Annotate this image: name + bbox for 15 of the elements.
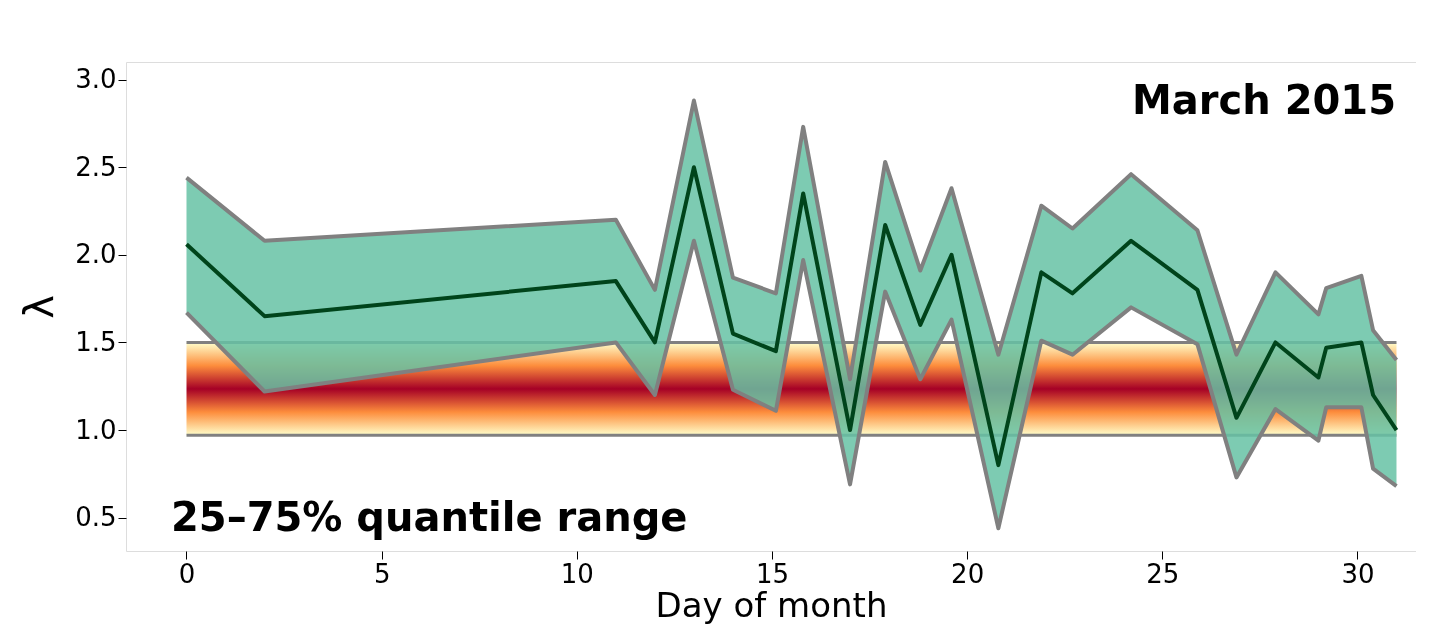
- y-tick-label: 0.5: [75, 502, 117, 533]
- y-tick-label: 1.0: [75, 414, 117, 445]
- annotation: March 2015: [1132, 77, 1396, 123]
- x-tick-label: 10: [560, 558, 594, 589]
- x-tick-label: 5: [373, 558, 391, 589]
- x-tick-label: 0: [178, 558, 196, 589]
- y-axis-title: λ: [16, 295, 63, 319]
- x-tick-label: 20: [951, 558, 985, 589]
- x-tick-label: 30: [1341, 558, 1375, 589]
- x-tick-label: 25: [1146, 558, 1180, 589]
- y-tick-label: 3.0: [75, 64, 117, 95]
- annotation: 25–75% quantile range: [171, 494, 688, 540]
- y-tick-label: 2.0: [75, 239, 117, 270]
- y-tick-label: 1.5: [75, 326, 117, 357]
- y-tick-label: 2.5: [75, 151, 117, 182]
